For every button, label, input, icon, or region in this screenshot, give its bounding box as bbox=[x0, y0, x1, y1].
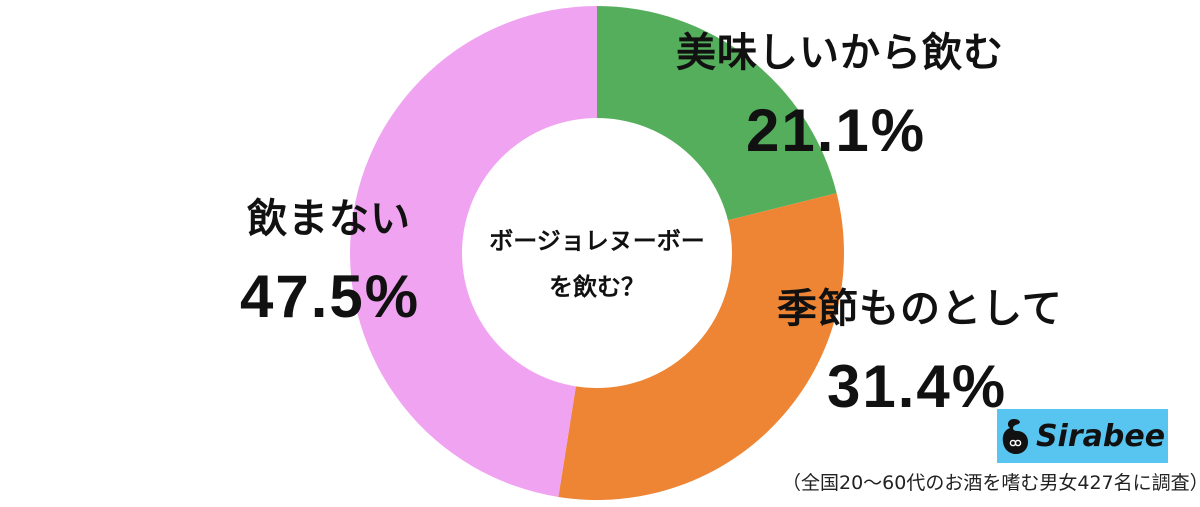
center-title-line1: ボージョレヌーボー bbox=[489, 227, 705, 255]
logo-text: Sirabee bbox=[1035, 418, 1166, 454]
survey-footnote: （全国20〜60代のお酒を嗜む男女427名に調査） bbox=[782, 472, 1200, 494]
slice-seasonal bbox=[558, 193, 844, 500]
slice-no bbox=[350, 6, 597, 497]
label-tasty-name: 美味しいから飲む bbox=[676, 30, 1004, 76]
sirabee-logo: Sirabee bbox=[997, 409, 1168, 463]
label-tasty-pct: 21.1% bbox=[746, 97, 927, 164]
label-no-name: 飲まない bbox=[247, 196, 411, 242]
center-title-line2: を飲む？ bbox=[549, 273, 645, 301]
slice-tasty bbox=[597, 6, 837, 221]
label-seasonal-name: 季節ものとして bbox=[777, 286, 1063, 332]
chart-center-title: ボージョレヌーボー を飲む？ bbox=[462, 218, 732, 310]
bee-icon bbox=[1002, 419, 1028, 454]
label-no-pct: 47.5% bbox=[240, 263, 421, 330]
label-seasonal-pct: 31.4% bbox=[827, 353, 1008, 420]
